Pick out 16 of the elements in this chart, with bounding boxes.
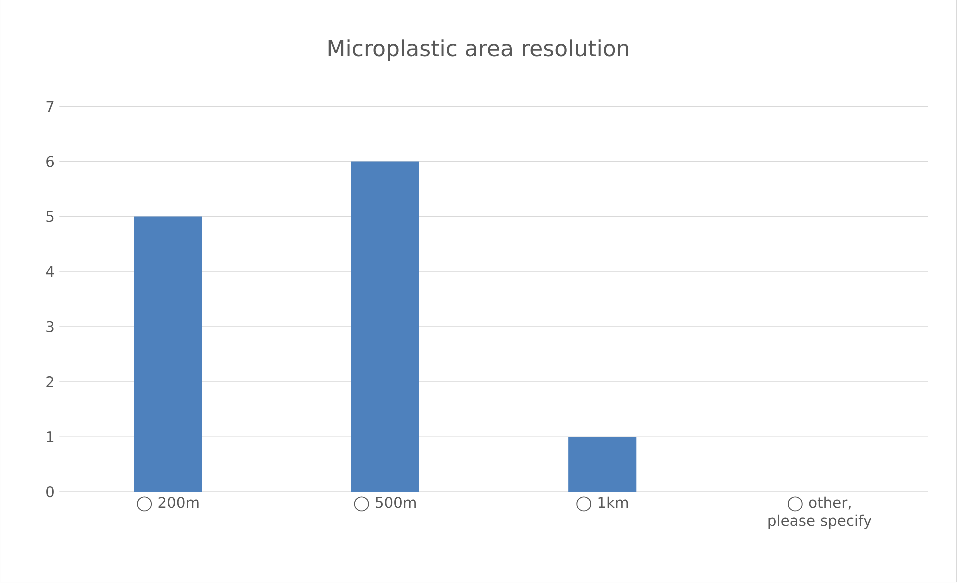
y-tick-label: 5 xyxy=(46,211,54,222)
x-tick-label: ◯ 1km xyxy=(576,496,628,512)
y-tick-label: 6 xyxy=(46,156,54,168)
y-tick-label: 4 xyxy=(46,266,54,278)
bar xyxy=(134,216,202,492)
bar xyxy=(568,437,637,492)
y-tick-label: 0 xyxy=(46,486,54,498)
bar xyxy=(351,162,420,492)
y-tick-label: 7 xyxy=(46,102,54,112)
y-tick-label: 1 xyxy=(47,432,54,442)
chart-title: Microplastic area resolution xyxy=(328,40,628,62)
y-tick-label: 2 xyxy=(46,376,54,388)
x-tick-label: ◯ 200m xyxy=(137,496,199,512)
x-tick-label: ◯ 500m xyxy=(354,496,416,512)
y-tick-label: 3 xyxy=(46,321,54,333)
x-tick-label: ◯ other, please specify xyxy=(768,496,872,530)
